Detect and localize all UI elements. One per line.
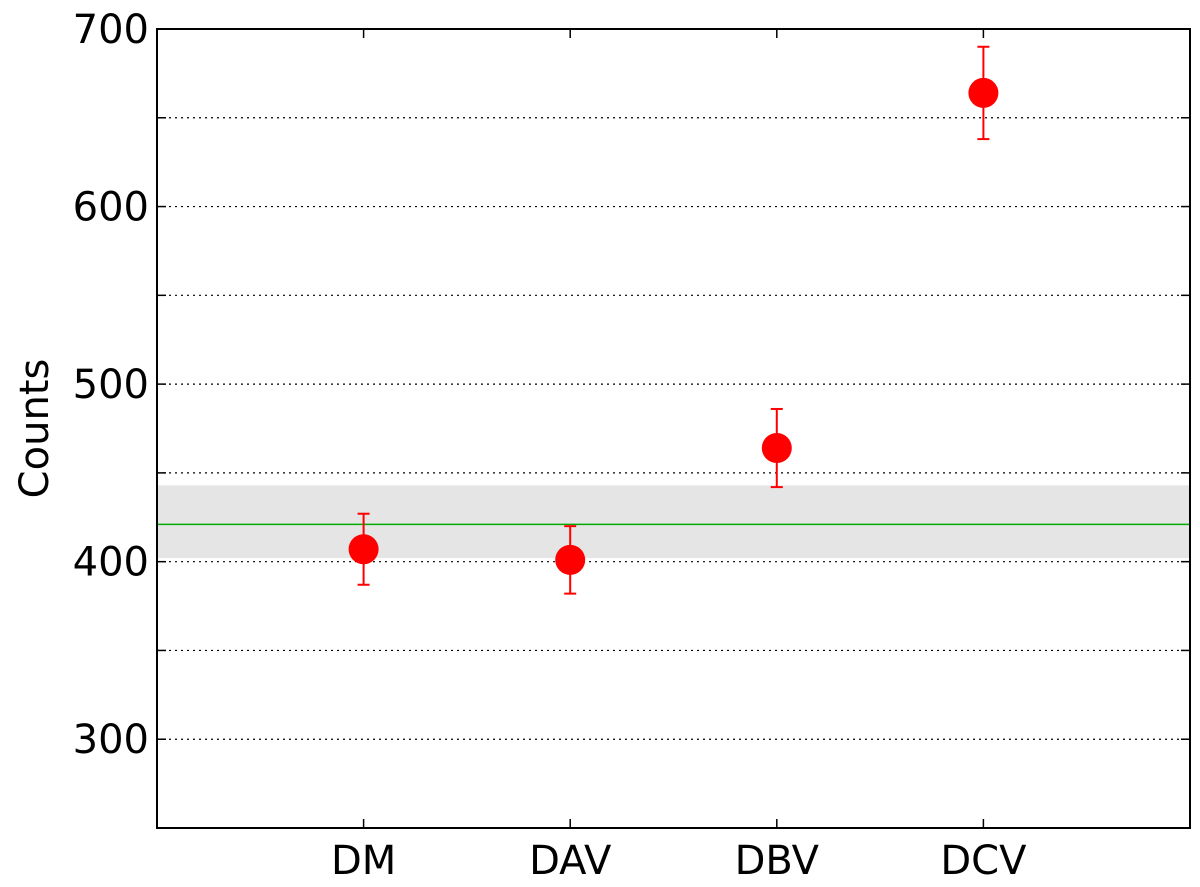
x-axis-ticks: DM DAV DBV DCV	[331, 29, 1027, 884]
x-tick-label: DCV	[940, 838, 1027, 884]
y-axis-ticks: 300 400 500 600 700	[73, 7, 1190, 763]
reference-band	[157, 485, 1190, 559]
x-tick-label: DAV	[529, 838, 612, 884]
data-point	[968, 77, 999, 108]
y-tick-label: 400	[73, 540, 149, 586]
data-points	[348, 77, 999, 575]
x-tick-label: DBV	[735, 838, 820, 884]
plot-frame	[156, 28, 1191, 829]
x-tick-label: DM	[331, 838, 396, 884]
y-tick-label: 300	[73, 717, 149, 763]
data-point	[348, 534, 379, 565]
data-point	[761, 433, 792, 464]
y-tick-label: 600	[73, 185, 149, 231]
data-point	[555, 544, 586, 575]
y-tick-label: 700	[73, 7, 149, 53]
y-axis-title: Counts	[12, 359, 58, 499]
y-tick-label: 500	[73, 362, 149, 408]
grid-lines	[157, 28, 1190, 740]
